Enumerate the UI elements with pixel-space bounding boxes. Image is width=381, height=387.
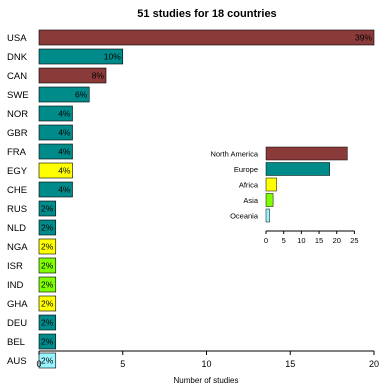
category-label-swe: SWE [7,90,29,101]
bar-rus [38,200,57,217]
inset-bar-asia [265,193,274,207]
category-label-deu: DEU [7,318,27,329]
percent-label-gbr: 4% [58,128,71,138]
x-tick-label: 0 [36,359,41,369]
bar-can [38,67,107,84]
bar-bel [38,333,57,350]
bar-nld [38,219,57,236]
bar-swe [38,86,90,103]
bar-ind [38,276,57,293]
percent-label-nor: 4% [58,109,71,119]
bar-usa [38,29,375,46]
inset-category-label-north-america: North America [210,150,258,159]
chart-title: 51 studies for 18 countries [137,8,276,20]
x-tick-label: 5 [120,359,125,369]
inset-bar-north-america [265,146,348,161]
inset-x-tick-label: 20 [333,236,341,245]
bar-che [38,181,73,198]
percent-label-egy: 4% [58,166,71,176]
category-label-ind: IND [7,280,24,291]
percent-label-aus: 2% [41,356,54,366]
percent-label-gha: 2% [41,299,54,309]
bar-gha [38,295,57,312]
x-axis-label: Number of studies [174,376,239,385]
inset-x-tick-label: 0 [264,236,268,245]
category-label-rus: RUS [7,204,27,215]
category-label-dnk: DNK [7,52,28,63]
inset-x-tick-label: 10 [297,236,305,245]
percent-label-fra: 4% [58,147,71,157]
category-label-egy: EGY [7,166,28,177]
bar-egy [38,162,73,179]
x-tick-label: 15 [285,359,295,369]
percent-label-nld: 2% [41,223,54,233]
category-label-fra: FRA [7,147,27,158]
inset-bar-africa [265,177,277,192]
percent-label-ind: 2% [41,280,54,290]
main-bar-plot: USA 39% DNK 10% CAN 8% SWE 6% NOR 4% GBR 4% FRA 4% EGY… [7,29,379,369]
inset-bar-europe [265,162,330,176]
category-label-aus: AUS [7,356,27,367]
percent-label-deu: 2% [41,318,54,328]
category-label-che: CHE [7,185,27,196]
category-label-isr: ISR [7,261,23,272]
category-label-can: CAN [7,71,27,82]
bar-deu [38,314,57,331]
x-tick-label: 20 [369,359,379,369]
category-label-usa: USA [7,33,27,44]
inset-bar-oceania [265,208,270,223]
category-label-gha: GHA [7,299,28,310]
bar-dnk [38,48,124,65]
category-label-nor: NOR [7,109,28,120]
inset-region-bar-plot: North America Europe Africa Asia Oceania 0 5 10… [210,146,359,245]
inset-category-label-africa: Africa [239,181,259,190]
percent-label-rus: 2% [41,204,54,214]
category-label-bel: BEL [7,337,25,348]
inset-x-tick-label: 5 [282,236,286,245]
category-label-gbr: GBR [7,128,28,139]
percent-label-can: 8% [92,71,105,81]
percent-label-che: 4% [58,185,71,195]
bar-isr [38,257,57,274]
bar-fra [38,143,73,160]
inset-x-tick-label: 25 [350,236,358,245]
bar-aus [38,352,57,369]
percent-label-dnk: 10% [104,52,121,62]
inset-category-label-asia: Asia [243,196,258,205]
percent-label-nga: 2% [41,242,54,252]
category-label-nga: NGA [7,242,28,253]
percent-label-bel: 2% [41,337,54,347]
percent-label-isr: 2% [41,261,54,271]
bar-nga [38,238,57,255]
category-label-nld: NLD [7,223,26,234]
inset-category-label-oceania: Oceania [230,212,259,221]
bar-gbr [38,124,73,141]
x-tick-label: 10 [201,359,211,369]
percent-label-usa: 39% [355,33,372,43]
inset-category-label-europe: Europe [234,165,258,174]
bar-nor [38,105,73,122]
inset-x-tick-label: 15 [315,236,323,245]
percent-label-swe: 6% [75,90,88,100]
